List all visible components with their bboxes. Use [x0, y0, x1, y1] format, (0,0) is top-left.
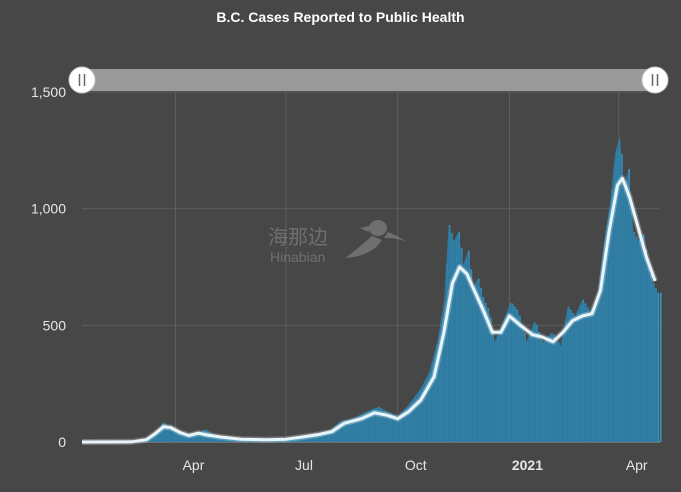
daily-bar [660, 293, 662, 442]
watermark-chinese: 海那边 [268, 226, 328, 249]
range-handle-right[interactable] [642, 67, 668, 93]
watermark-latin: Hinabian [270, 249, 325, 265]
y-tick-label: 1,000 [31, 201, 66, 217]
x-tick-label: Apr [183, 457, 205, 473]
x-tick-label: Oct [405, 457, 427, 473]
x-axis: Apr Jul Oct 2021 Apr [82, 442, 660, 473]
chart-title: B.C. Cases Reported to Public Health [216, 9, 464, 25]
daily-bar [658, 293, 660, 442]
range-selector[interactable] [69, 67, 668, 93]
daily-cases-area [82, 136, 658, 442]
range-selector-track[interactable] [82, 69, 656, 91]
range-handle-left[interactable] [69, 67, 95, 93]
x-tick-label: Jul [295, 457, 313, 473]
y-tick-label: 1,500 [31, 84, 66, 100]
x-tick-label: 2021 [512, 457, 543, 473]
y-tick-label: 0 [58, 434, 66, 450]
x-tick-label: Apr [626, 457, 648, 473]
y-axis: 0 500 1,000 1,500 [31, 84, 66, 450]
bird-logo-icon [345, 220, 410, 258]
y-tick-label: 500 [43, 317, 67, 333]
watermark: 海那边 Hinabian [268, 220, 410, 265]
